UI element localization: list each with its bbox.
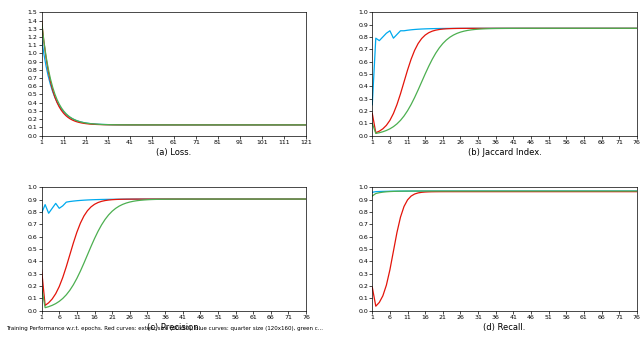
X-axis label: (b) Jaccard Index.: (b) Jaccard Index.: [468, 147, 541, 157]
Text: Training Performance w.r.t. epochs. Red curves: extent size (60x80), blue curves: Training Performance w.r.t. epochs. Red …: [6, 326, 323, 331]
X-axis label: (c) Precision.: (c) Precision.: [147, 323, 201, 332]
X-axis label: (a) Loss.: (a) Loss.: [156, 147, 191, 157]
X-axis label: (d) Recall.: (d) Recall.: [483, 323, 525, 332]
